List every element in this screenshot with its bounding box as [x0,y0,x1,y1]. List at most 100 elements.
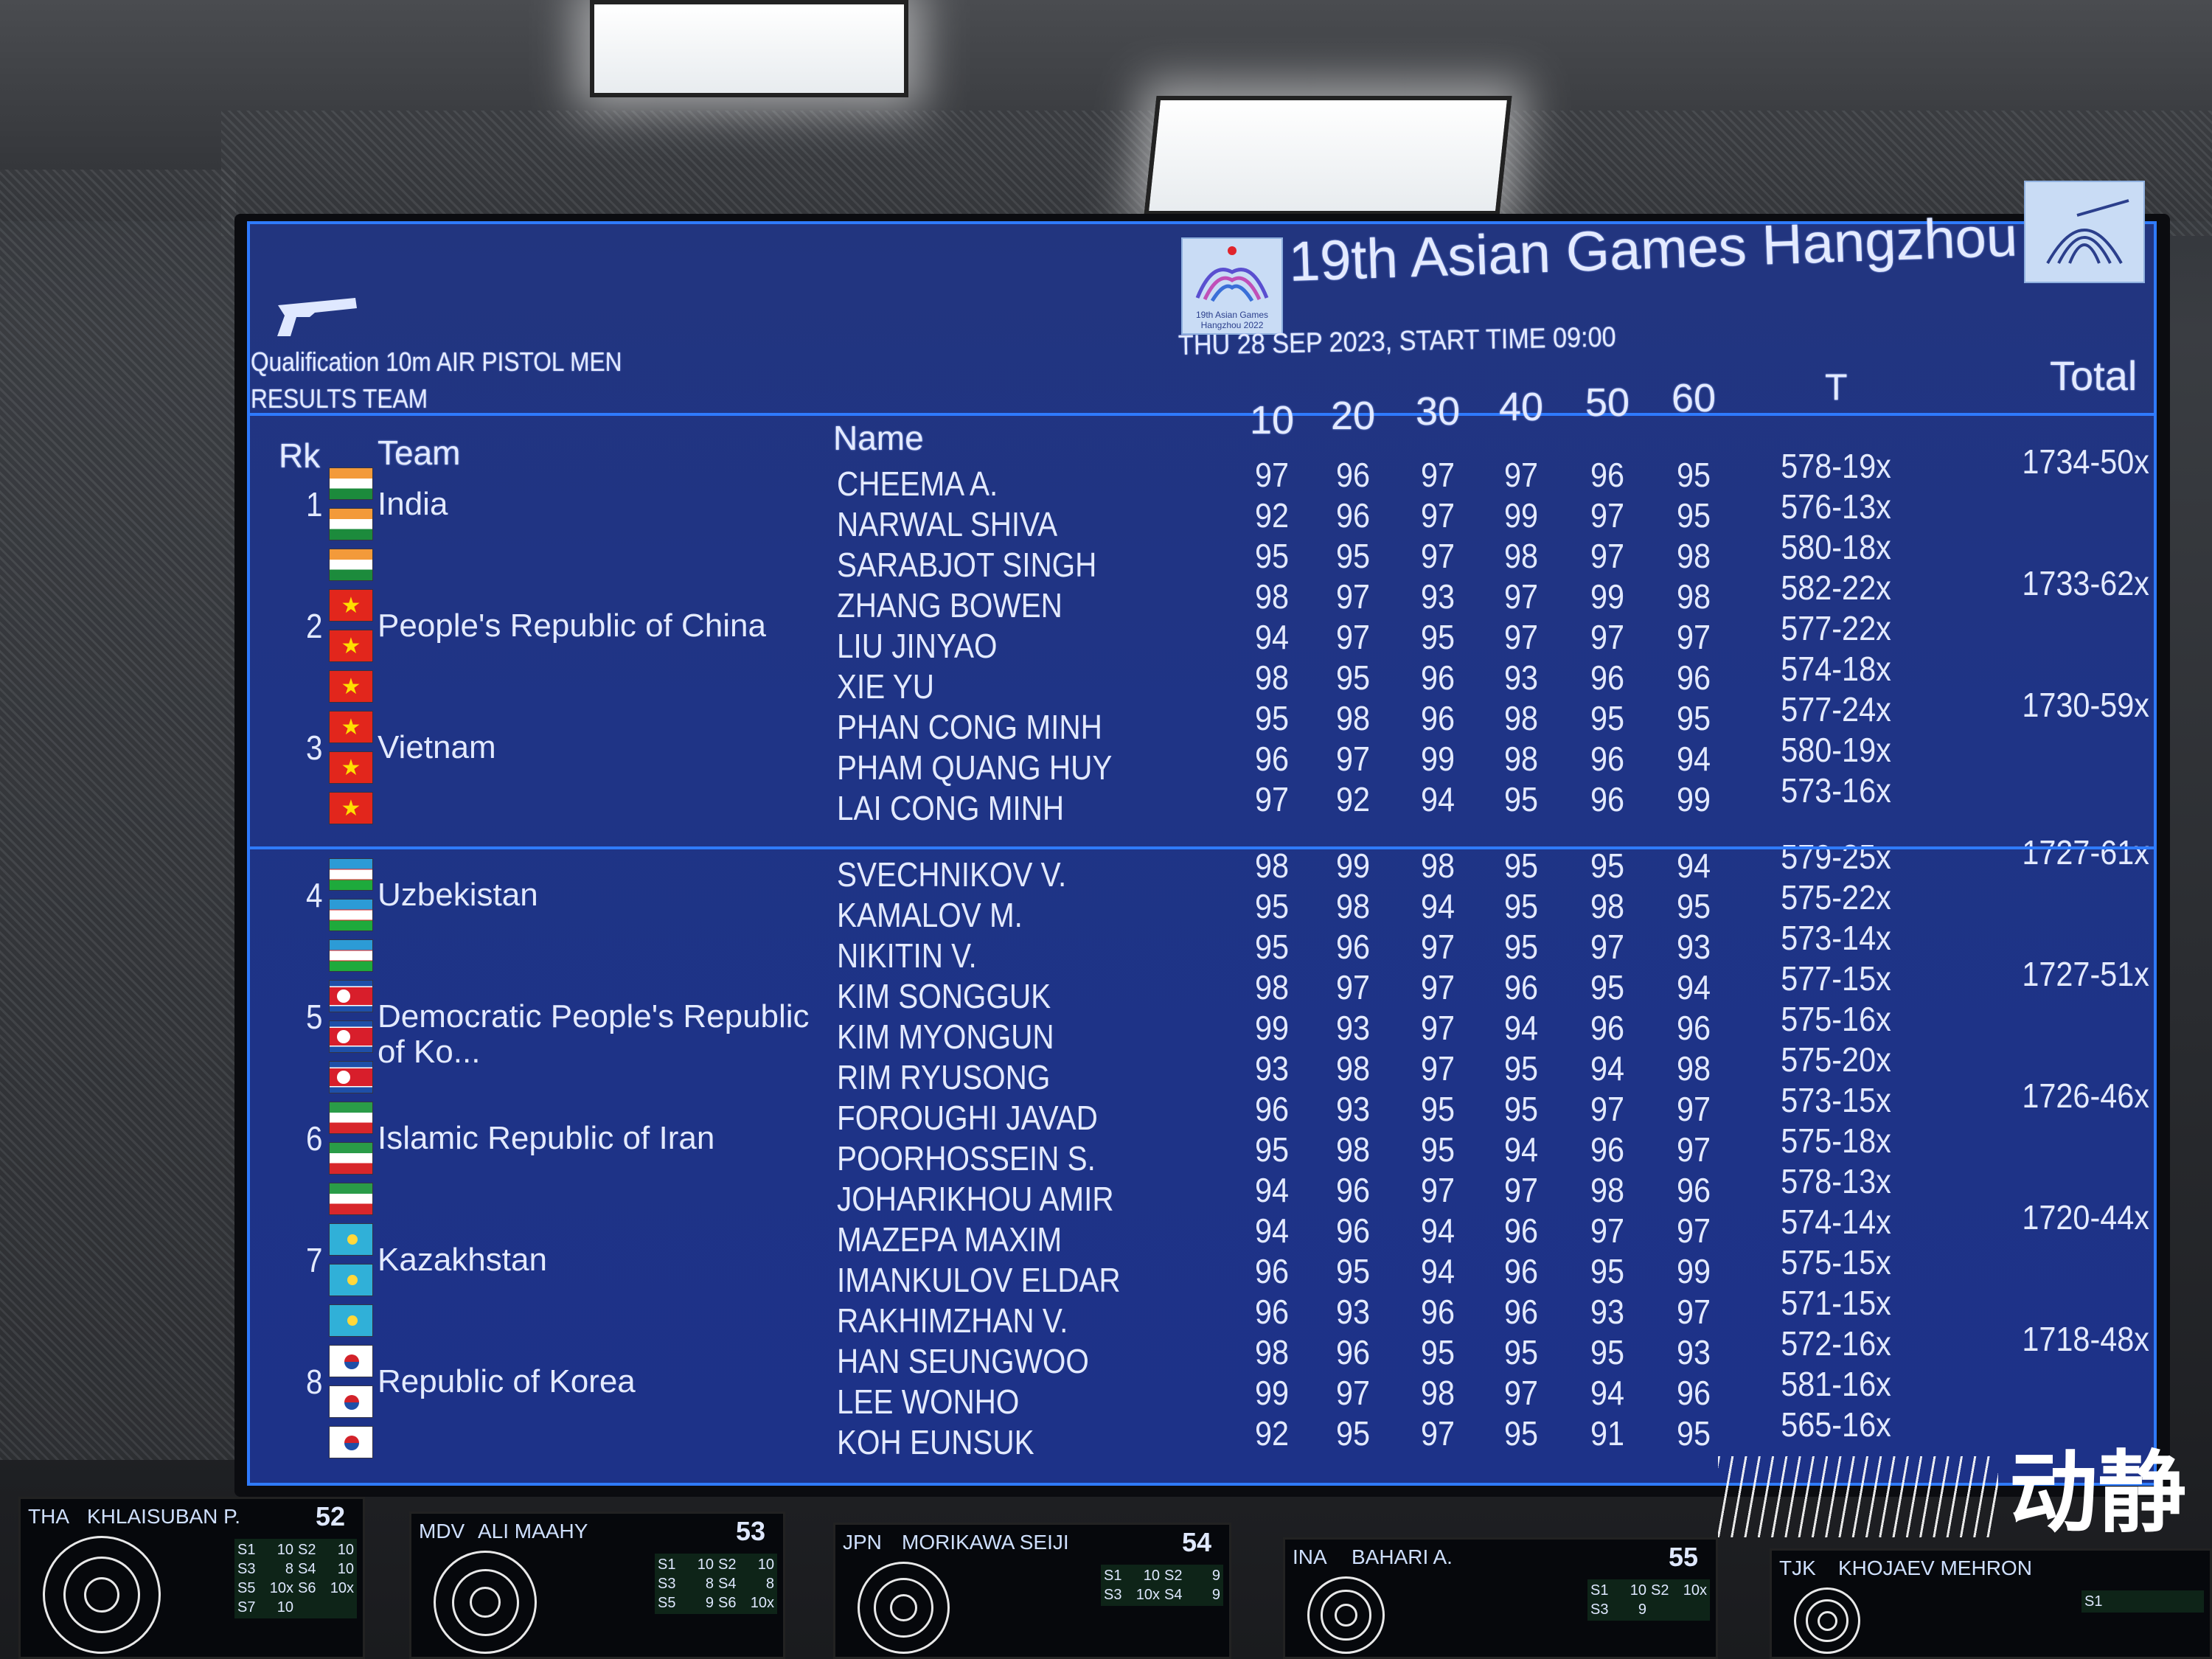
series-score: 96 [1254,1090,1290,1128]
series-score: 98 [1254,658,1290,697]
series-score: 96 [1503,1293,1539,1331]
series-score: 97 [1420,1414,1455,1453]
shot-row: S1 10 [658,1555,714,1574]
series-score: 97 [1420,928,1455,966]
series-score: 96 [1590,456,1625,494]
shot-label: S3 [1104,1587,1122,1603]
series-score: 95 [1335,1252,1371,1290]
target-ring [470,1587,501,1618]
country-code: MDV [419,1520,465,1543]
table-row: IMANKULOV ELDAR 96 95 94 96 95 99 575-15x [0,1243,2212,1300]
shot-row: S1 10 [237,1540,293,1559]
shot-value: 9 [705,1595,714,1611]
athlete-total: 582-22x [1781,568,1891,607]
table-row: ★ XIE YU 98 95 96 93 96 96 574-18x [0,650,2212,706]
shot-row: S2 10x [1651,1581,1707,1600]
series-score: 94 [1254,1211,1290,1250]
series-score: 99 [1676,1252,1711,1290]
athlete-name: LAI CONG MINH [837,789,1065,827]
col-team: Team [378,434,461,472]
target-ring [43,1536,161,1654]
target-monitor: MDV ALI MAAHY 53 S1 10 S2 10 S3 8 S4 8 S5 9 S6 10x [409,1512,785,1659]
series-score: 95 [1676,699,1711,737]
shot-value: 9 [1211,1587,1220,1603]
series-score: 98 [1335,887,1371,925]
series-score: 98 [1335,1130,1371,1169]
athlete-total: 580-18x [1781,528,1891,566]
shot-list: S1 10 S2 10x S3 9 [1587,1579,1710,1621]
athlete-name: LEE WONHO [837,1382,1020,1421]
athlete-name: POORHOSSEIN S. [837,1139,1096,1178]
shot-label: S1 [237,1542,256,1558]
shot-row: S6 10x [718,1593,774,1613]
series-score: 94 [1590,1374,1625,1412]
shot-count: 52 [316,1501,346,1531]
shooter-name: KHLAISUBAN P. [87,1505,241,1528]
rank: 8 [306,1363,323,1401]
shot-row: S1 [2084,1592,2140,1611]
series-score: 95 [1590,699,1625,737]
series-score: 96 [1590,740,1625,778]
kazakhstan-flag-icon [329,1304,373,1337]
athlete-total: 565-16x [1781,1405,1891,1444]
india-flag-icon [329,549,373,581]
series-score: 97 [1420,496,1455,535]
series-score: 96 [1335,456,1371,494]
athlete-name: ZHANG BOWEN [837,586,1062,625]
series-score: 95 [1420,618,1455,656]
series-score: 96 [1254,1293,1290,1331]
korea-flag-icon [329,1385,373,1418]
team-name: Republic of Korea [378,1363,636,1399]
target-monitor: TJK KHOJAEV MEHRON S1 [1770,1548,2212,1659]
shooter-name: KHOJAEV MEHRON [1838,1557,2032,1579]
athlete-name: CHEEMA A. [837,465,998,503]
shot-label: S2 [1164,1568,1183,1584]
rank: 5 [306,998,323,1036]
series-score: 96 [1676,658,1711,697]
athlete-total: 578-19x [1781,447,1891,485]
logo-caption: 19th Asian Games Hangzhou 2022 [1195,310,1269,330]
target-ring [1805,1599,1849,1643]
athlete-name: NARWAL SHIVA [837,505,1058,543]
shot-list: S1 10 S2 10 S3 8 S4 8 S5 9 S6 10x [655,1554,777,1614]
series-score: 95 [1420,1333,1455,1371]
series-score: 97 [1590,618,1625,656]
target-ring [1321,1590,1371,1641]
athlete-name: JOHARIKHOU AMIR [837,1180,1114,1218]
india-flag-icon [329,508,373,540]
series-score: 97 [1503,1171,1539,1209]
col-total: Total [2050,352,2138,399]
col-t: T [1825,366,1848,408]
series-score: 95 [1503,928,1539,966]
table-row: NARWAL SHIVA 92 96 97 99 97 95 576-13x [0,487,2212,544]
series-score: 97 [1503,577,1539,616]
uzbekistan-flag-icon [329,899,373,931]
series-score: 96 [1254,740,1290,778]
series-score: 93 [1254,1049,1290,1088]
series-score: 97 [1335,968,1371,1006]
series-score: 97 [1676,1293,1711,1331]
team-name: Vietnam [378,729,496,765]
series-score: 98 [1503,699,1539,737]
athlete-total: 573-16x [1781,771,1891,810]
series-score: 95 [1503,1333,1539,1371]
shot-value: 10 [276,1599,293,1615]
table-row: JOHARIKHOU AMIR 94 96 97 97 98 96 578-13x [0,1162,2212,1219]
col-series-30: 30 [1415,389,1461,434]
series-score: 97 [1590,1211,1625,1250]
series-score: 98 [1420,846,1455,885]
china-flag-icon: ★ [329,589,373,622]
team-total: 1733-62x [2022,564,2149,602]
shot-value: 10 [337,1542,354,1558]
series-score: 95 [1254,699,1290,737]
shot-value: 10x [330,1580,354,1596]
col-series-40: 40 [1498,385,1544,429]
series-score: 96 [1335,496,1371,535]
shot-value: 10 [757,1557,774,1573]
series-score: 95 [1590,1333,1625,1371]
table-row: KOH EUNSUK 92 95 97 95 91 95 565-16x [0,1405,2212,1462]
team-total: 1734-50x [2022,442,2149,481]
athlete-total: 573-15x [1781,1081,1891,1119]
country-code: THA [28,1505,69,1528]
shot-value: 8 [705,1576,714,1592]
